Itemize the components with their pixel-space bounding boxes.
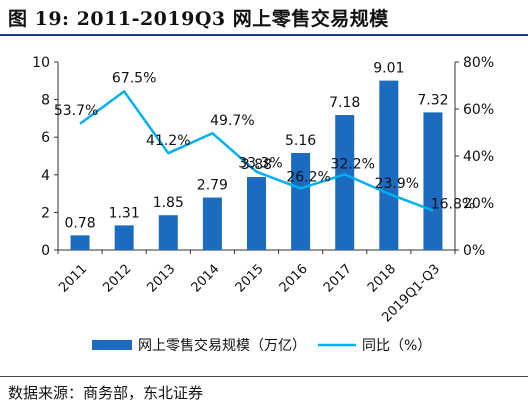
- line-value-label: 53.7%: [54, 103, 98, 119]
- y-right-tick-label: 40%: [463, 149, 494, 165]
- y-right-tick-label: 20%: [463, 196, 494, 212]
- legend-bar-swatch: [92, 340, 132, 350]
- x-tick-label: 2017: [321, 262, 355, 296]
- bar-value-label: 1.85: [153, 195, 184, 211]
- line-value-label: 49.7%: [210, 113, 254, 129]
- bar: [158, 215, 178, 250]
- legend-line-label: 同比（%）: [362, 338, 431, 354]
- x-tick-label: 2013: [144, 262, 178, 296]
- bar-value-label: 2.79: [197, 178, 228, 194]
- bar-value-label: 5.16: [285, 133, 316, 149]
- y-right-tick-label: 0%: [463, 243, 485, 259]
- line-value-label: 26.2%: [286, 169, 330, 185]
- line-value-label: 23.9%: [375, 176, 419, 192]
- y-left-tick-label: 8: [41, 93, 50, 109]
- line-value-label: 32.2%: [330, 156, 374, 172]
- bar-value-label: 0.78: [64, 215, 95, 231]
- yoy-line: [79, 90, 434, 212]
- bar: [247, 177, 266, 250]
- source-note: 数据来源：商务部，东北证券: [8, 384, 204, 402]
- bar-value-label: 9.01: [373, 61, 404, 77]
- y-left-tick-label: 10: [32, 55, 50, 71]
- title-rule: [0, 34, 528, 36]
- y-left-tick-label: 2: [41, 205, 50, 221]
- x-tick-label: 2011: [56, 262, 90, 296]
- figure-title: 图 19: 2011-2019Q3 网上零售交易规模: [8, 8, 389, 30]
- line-value-label: 67.5%: [112, 70, 156, 86]
- bar-value-label: 7.32: [417, 92, 448, 108]
- y-right-tick-label: 60%: [463, 102, 494, 118]
- bar: [291, 152, 311, 250]
- y-right-tick-label: 80%: [463, 55, 494, 71]
- bar: [379, 80, 399, 250]
- bar: [335, 115, 355, 251]
- chart: 0 2 4 6 8 10 0% 20% 40% 60% 80% 2011 2012 2013 2014 201…: [32, 55, 494, 354]
- line-value-label: 16.8%: [431, 197, 475, 213]
- y-left-tick-label: 0: [41, 243, 50, 259]
- x-tick-label: 2012: [100, 262, 134, 296]
- bar: [202, 197, 222, 250]
- y-left-tick-label: 6: [41, 130, 50, 146]
- legend-bar-label: 网上零售交易规模（万亿）: [138, 337, 306, 354]
- bar: [114, 225, 134, 250]
- bar-value-label: 7.18: [329, 95, 360, 111]
- x-tick-label: 2018: [365, 262, 399, 296]
- x-tick-label: 2014: [189, 262, 223, 296]
- x-tick-label: 2016: [277, 262, 311, 296]
- x-tick-label: 2015: [233, 262, 267, 296]
- bar: [423, 112, 443, 250]
- y-left-tick-label: 4: [41, 168, 50, 184]
- bar: [70, 235, 90, 250]
- source-rule: [0, 376, 528, 377]
- bar-value-label: 1.31: [109, 205, 140, 221]
- line-value-label: 33.3%: [238, 156, 282, 172]
- bar-value-label: 3.88: [241, 157, 272, 173]
- line-value-label: 41.2%: [146, 133, 190, 149]
